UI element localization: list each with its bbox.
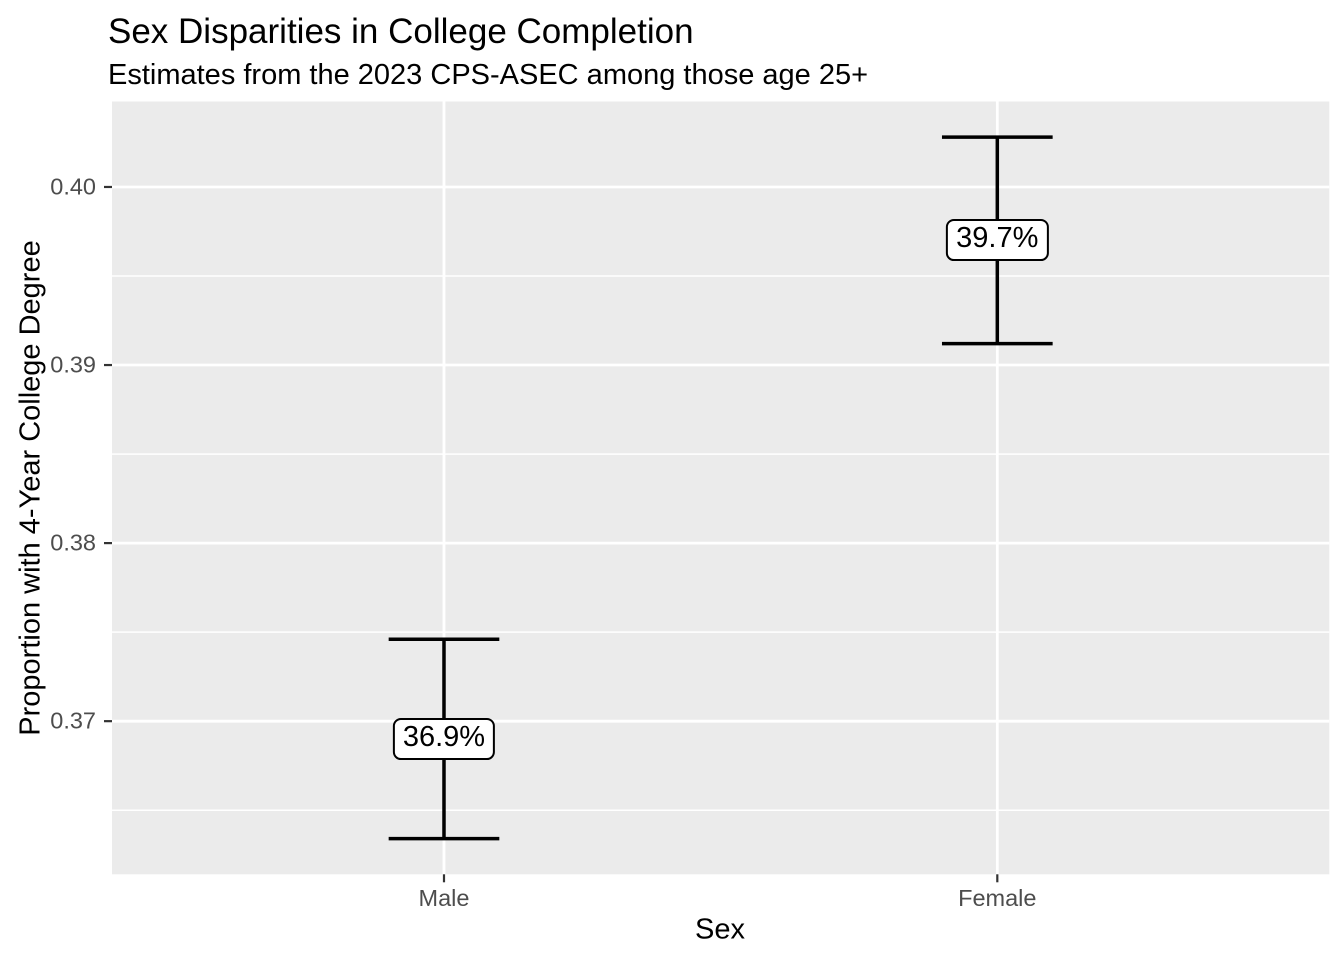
x-tick-label: Male xyxy=(418,885,470,911)
y-tick-label: 0.37 xyxy=(50,707,96,734)
y-tick-label: 0.38 xyxy=(50,529,96,556)
chart-title: Sex Disparities in College Completion xyxy=(108,12,694,51)
chart-subtitle: Estimates from the 2023 CPS-ASEC among t… xyxy=(108,59,869,91)
panel-background xyxy=(112,101,1330,875)
value-label: 36.9% xyxy=(392,718,496,760)
x-axis-title: Sex xyxy=(695,913,745,946)
x-tick-label: Female xyxy=(958,885,1037,911)
y-tick-label: 0.39 xyxy=(50,351,96,378)
y-axis-title: Proportion with 4-Year College Degree xyxy=(14,240,47,736)
y-tick-label: 0.40 xyxy=(50,173,96,200)
value-label: 39.7% xyxy=(946,219,1049,262)
